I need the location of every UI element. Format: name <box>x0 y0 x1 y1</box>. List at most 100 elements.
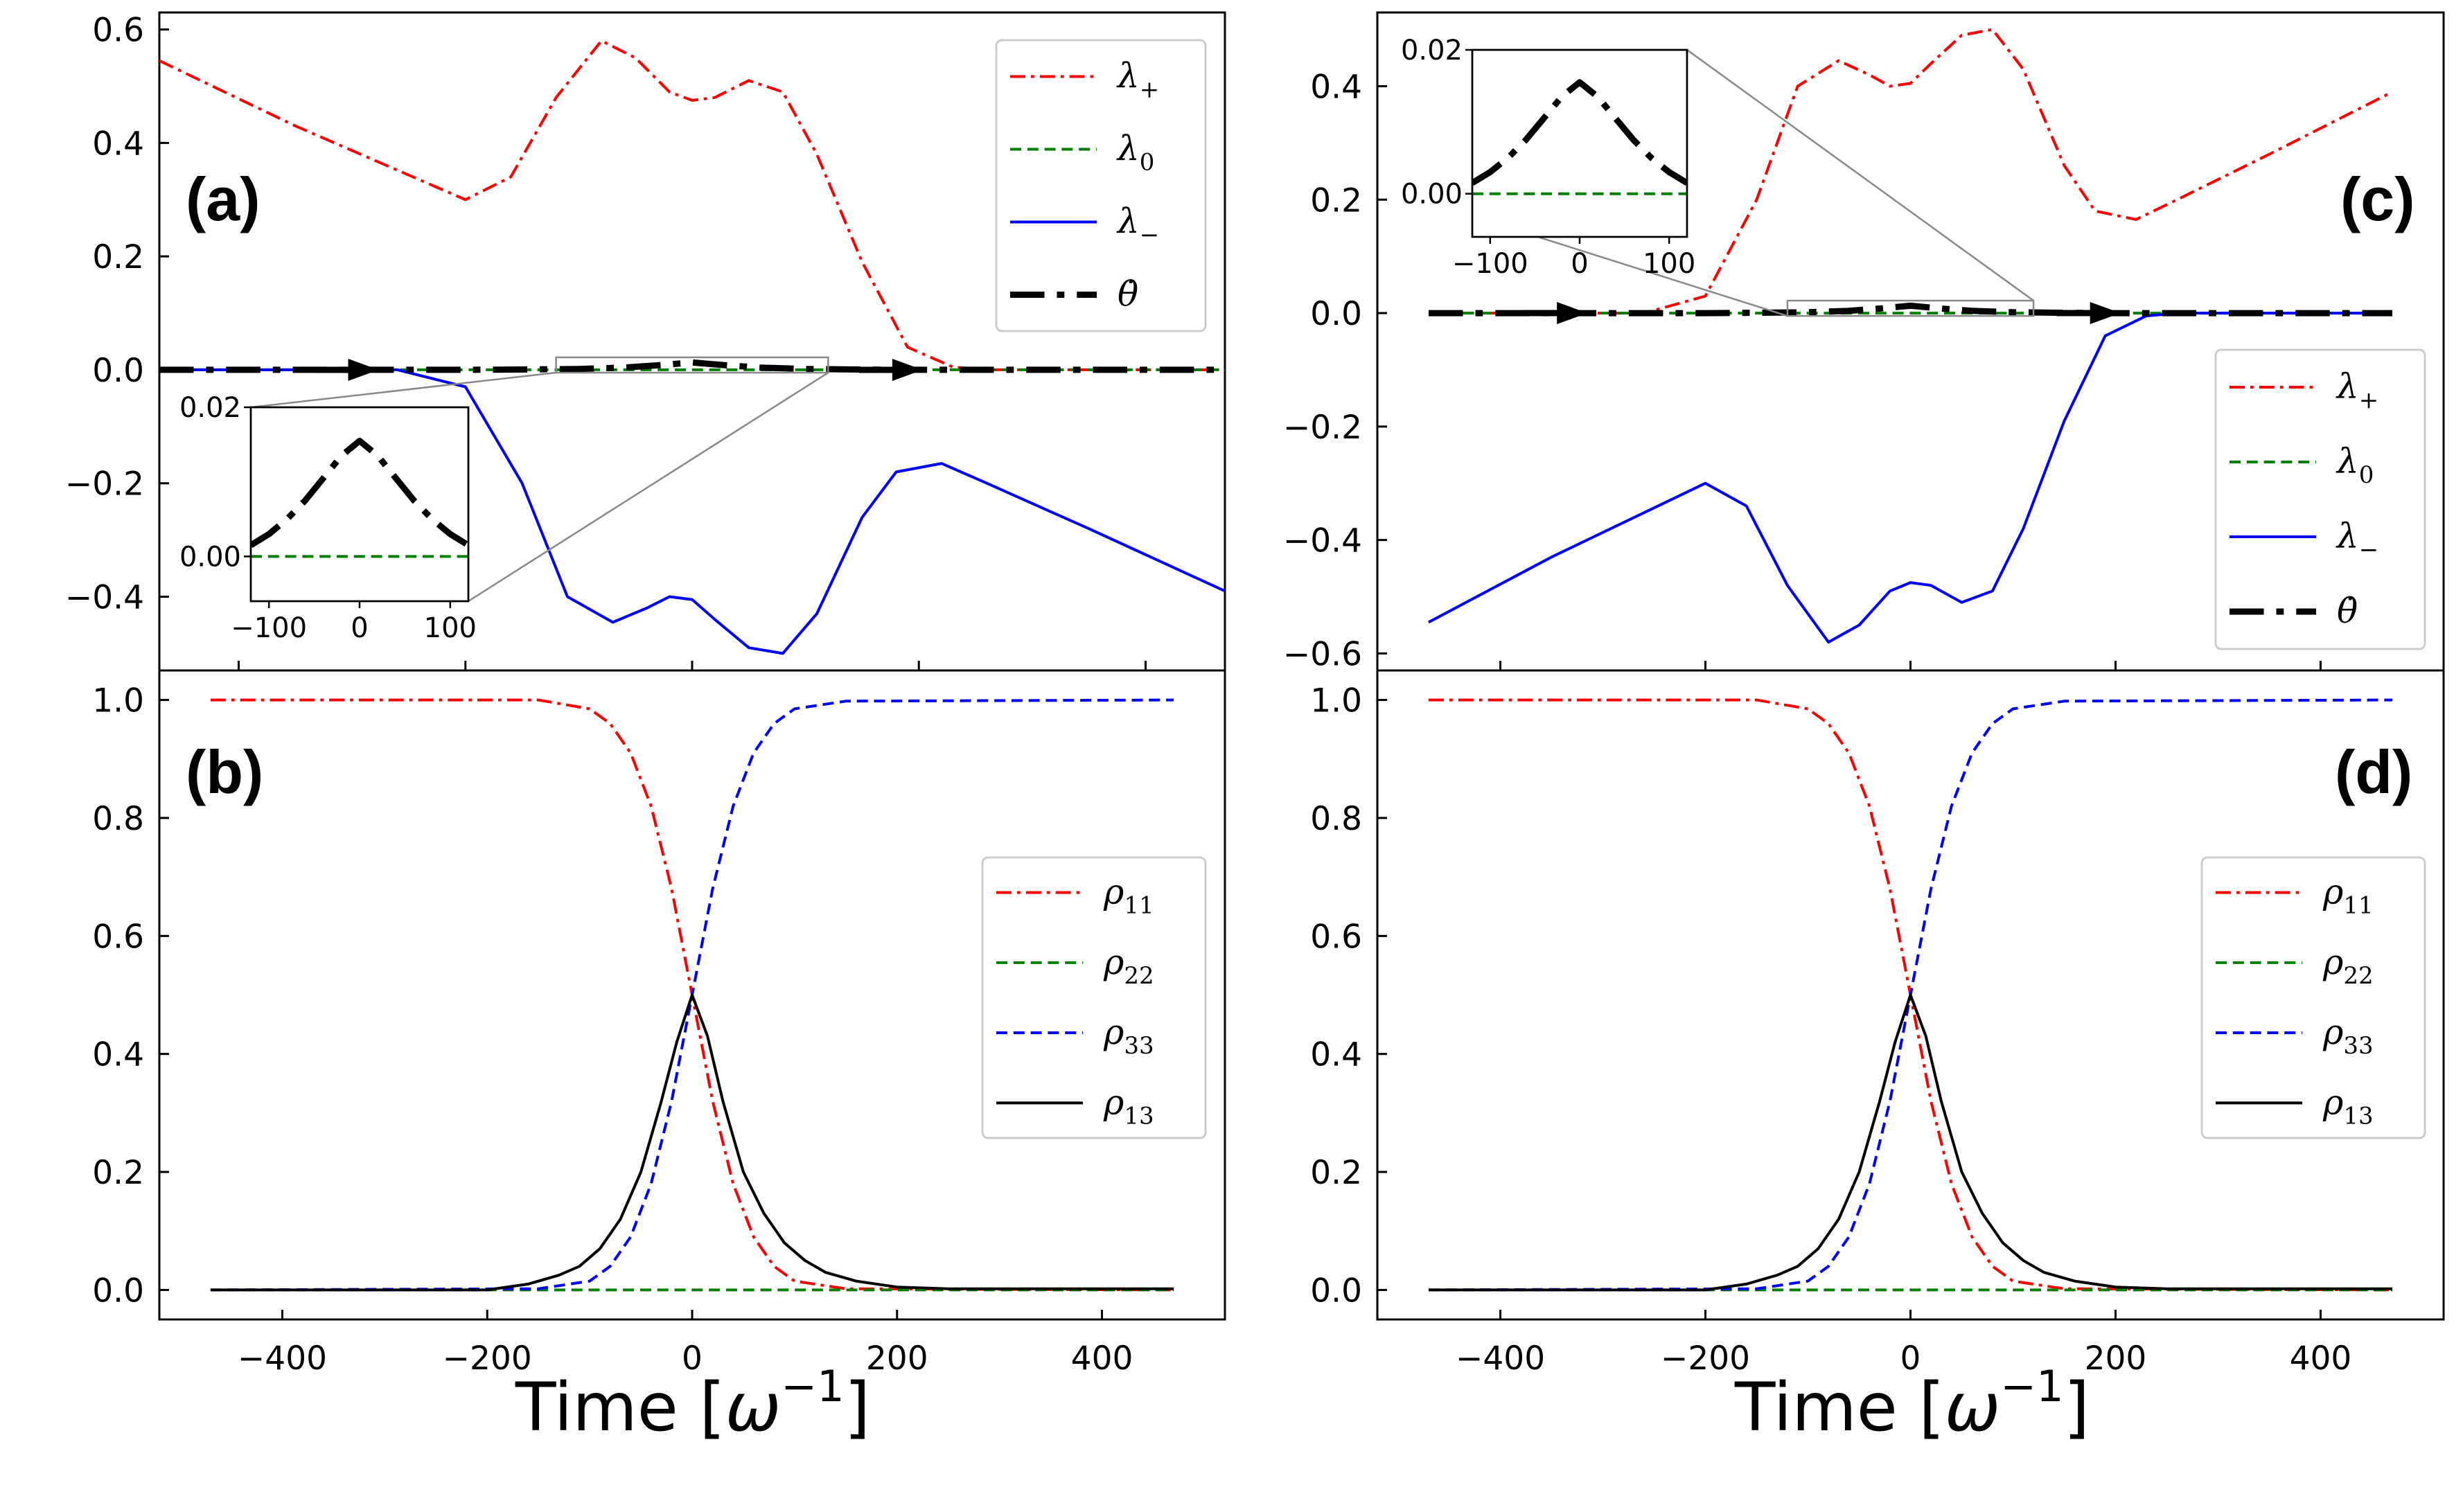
x-tick-label-4: 400 <box>1071 1340 1133 1378</box>
y-tick-label-0: −0.4 <box>65 579 144 617</box>
y-tick-label-1: −0.2 <box>65 465 144 504</box>
y-tick-label-3: 0.0 <box>1310 295 1362 333</box>
y-tick-label-4: 0.4 <box>92 125 144 163</box>
zoom-connector-1 <box>1686 48 2034 302</box>
direction-arrow-0 <box>1557 302 1588 325</box>
inset-a-series-1 <box>251 438 468 549</box>
legend-entry-1: λ0 <box>1116 129 1154 177</box>
legend-entry-3: θ̇ <box>1118 274 1138 314</box>
y-tick-label-2: 0.4 <box>1310 1036 1362 1074</box>
legend-entry-2: λ− <box>2336 516 2378 564</box>
y-tick-label-3: 0.6 <box>92 918 144 956</box>
panel-b-series-3 <box>210 993 1174 1292</box>
y-tick-label-5: 0.6 <box>92 12 144 50</box>
direction-arrow-0 <box>348 358 379 381</box>
x-tick-label-1: −200 <box>443 1340 532 1378</box>
panel-a-series-2 <box>159 368 1225 655</box>
inset-plot <box>251 438 468 558</box>
y-tick-label-2: 0.0 <box>92 352 144 390</box>
legend-d: ρ11 ρ22 ρ33 ρ13 <box>2200 856 2426 1139</box>
inset-y-tick-label-1: 0.02 <box>1401 35 1463 66</box>
legend-c: λ+ λ0 λ− θ̇ <box>2214 348 2426 650</box>
zoom-box <box>555 356 829 374</box>
x-axis-label-left: Time [ω−1] <box>515 1361 870 1446</box>
inset-x-tick-label-2: 100 <box>1643 248 1695 280</box>
legend-entry-1: λ0 <box>2336 441 2374 489</box>
inset-frame <box>1471 48 1688 238</box>
panel-c-series-3 <box>1429 302 2392 317</box>
direction-arrow-1 <box>892 358 923 381</box>
legend-entry-2: ρ33 <box>2322 1012 2374 1060</box>
y-tick-label-1: −0.4 <box>1283 522 1362 560</box>
y-tick-label-3: 0.2 <box>92 238 144 276</box>
inset-plot <box>1472 79 1687 195</box>
x-tick-label-0: −400 <box>1456 1340 1545 1378</box>
y-tick-label-4: 0.8 <box>1310 800 1362 838</box>
y-tick-label-1: 0.2 <box>92 1154 144 1192</box>
y-tick-label-4: 0.2 <box>1310 181 1362 220</box>
x-tick-label-3: 200 <box>2085 1340 2147 1378</box>
y-tick-label-2: −0.2 <box>1283 409 1362 447</box>
y-tick-label-2: 0.4 <box>92 1036 144 1074</box>
inset-c: −100 0 100 0.00 0.02 <box>1401 35 2035 317</box>
legend-box <box>2214 348 2426 650</box>
panel-d-series-3 <box>1429 993 2392 1292</box>
legend-a: λ+ λ0 λ− θ̇ <box>995 39 1207 332</box>
panel-label-c: (c) <box>2340 165 2415 233</box>
legend-box <box>2200 856 2426 1139</box>
panel-c-series-0 <box>1429 28 2393 315</box>
legend-entry-2: λ− <box>1116 202 1159 249</box>
inset-x-tick-label-2: 100 <box>424 612 477 644</box>
legend-entry-1: ρ22 <box>1103 942 1154 990</box>
legend-entry-3: ρ13 <box>1103 1082 1154 1130</box>
legend-entry-3: ρ13 <box>2322 1082 2374 1130</box>
panel-a: −0.4 −0.2 0.0 0.2 0.4 0.6 −100 0 100 0.00 0.02 λ+ λ0… <box>65 11 1226 672</box>
direction-arrow-1 <box>2090 302 2121 325</box>
legend-entry-0: λ+ <box>1116 56 1159 104</box>
legend-box <box>995 39 1207 332</box>
inset-c-series-1 <box>1472 79 1687 186</box>
inset-frame <box>249 406 470 603</box>
panel-a-series-3 <box>159 359 1225 373</box>
inset-y-tick-label-0: 0.00 <box>179 541 241 573</box>
legend-entry-0: ρ11 <box>2322 872 2374 920</box>
y-tick-label-3: 0.6 <box>1310 918 1362 956</box>
plot-area-d <box>1428 698 2393 1292</box>
y-tick-label-5: 1.0 <box>1310 682 1362 720</box>
zoom-connector-2 <box>468 371 829 603</box>
plot-area-c <box>1428 28 2393 644</box>
x-tick-label-2: 0 <box>682 1340 703 1378</box>
inset-x-tick-label-1: 0 <box>351 612 368 644</box>
plot-area-b <box>210 698 1174 1292</box>
panel-label-d: (d) <box>2335 738 2412 806</box>
panel-label-a: (a) <box>186 165 261 233</box>
panel-d: 0.00.20.40.60.81.0−400 −200 0 200 400ρ11ρ22ρ… <box>1310 669 2445 1378</box>
x-tick-label-4: 400 <box>2290 1340 2352 1378</box>
y-tick-label-0: 0.0 <box>1310 1272 1362 1310</box>
zoom-box <box>1786 299 2035 317</box>
legend-b: ρ11 ρ22 ρ33 ρ13 <box>981 856 1207 1139</box>
y-tick-label-5: 0.4 <box>1310 68 1362 106</box>
x-tick-label-1: −200 <box>1661 1340 1750 1378</box>
zoom-connector-1 <box>250 371 556 409</box>
y-tick-label-1: 0.2 <box>1310 1154 1362 1192</box>
x-tick-label-3: 200 <box>866 1340 928 1378</box>
inset-y-tick-label-0: 0.00 <box>1401 179 1463 211</box>
inset-x-tick-label-1: 0 <box>1571 248 1588 280</box>
inset-y-tick-label-1: 0.02 <box>179 392 241 424</box>
y-tick-label-0: 0.0 <box>92 1272 144 1310</box>
inset-x-tick-label-0: −100 <box>1452 248 1528 280</box>
legend-entry-3: θ̇ <box>2337 591 2358 631</box>
x-tick-label-0: −400 <box>238 1340 327 1378</box>
legend-entry-0: ρ11 <box>1103 872 1154 920</box>
legend-box <box>981 856 1207 1139</box>
x-tick-label-2: 0 <box>1900 1340 1921 1378</box>
panel-label-b: (b) <box>186 738 263 806</box>
panels: −0.4−0.20.00.20.40.6−100 0 1000.000.02λ+λ0… <box>65 11 2445 1378</box>
x-axis-label-right: Time [ω−1] <box>1734 1361 2090 1446</box>
inset-x-tick-label-0: −100 <box>231 612 307 644</box>
legend-entry-0: λ+ <box>2336 366 2378 414</box>
legend-entry-1: ρ22 <box>2322 942 2374 990</box>
y-tick-label-5: 1.0 <box>92 682 144 720</box>
